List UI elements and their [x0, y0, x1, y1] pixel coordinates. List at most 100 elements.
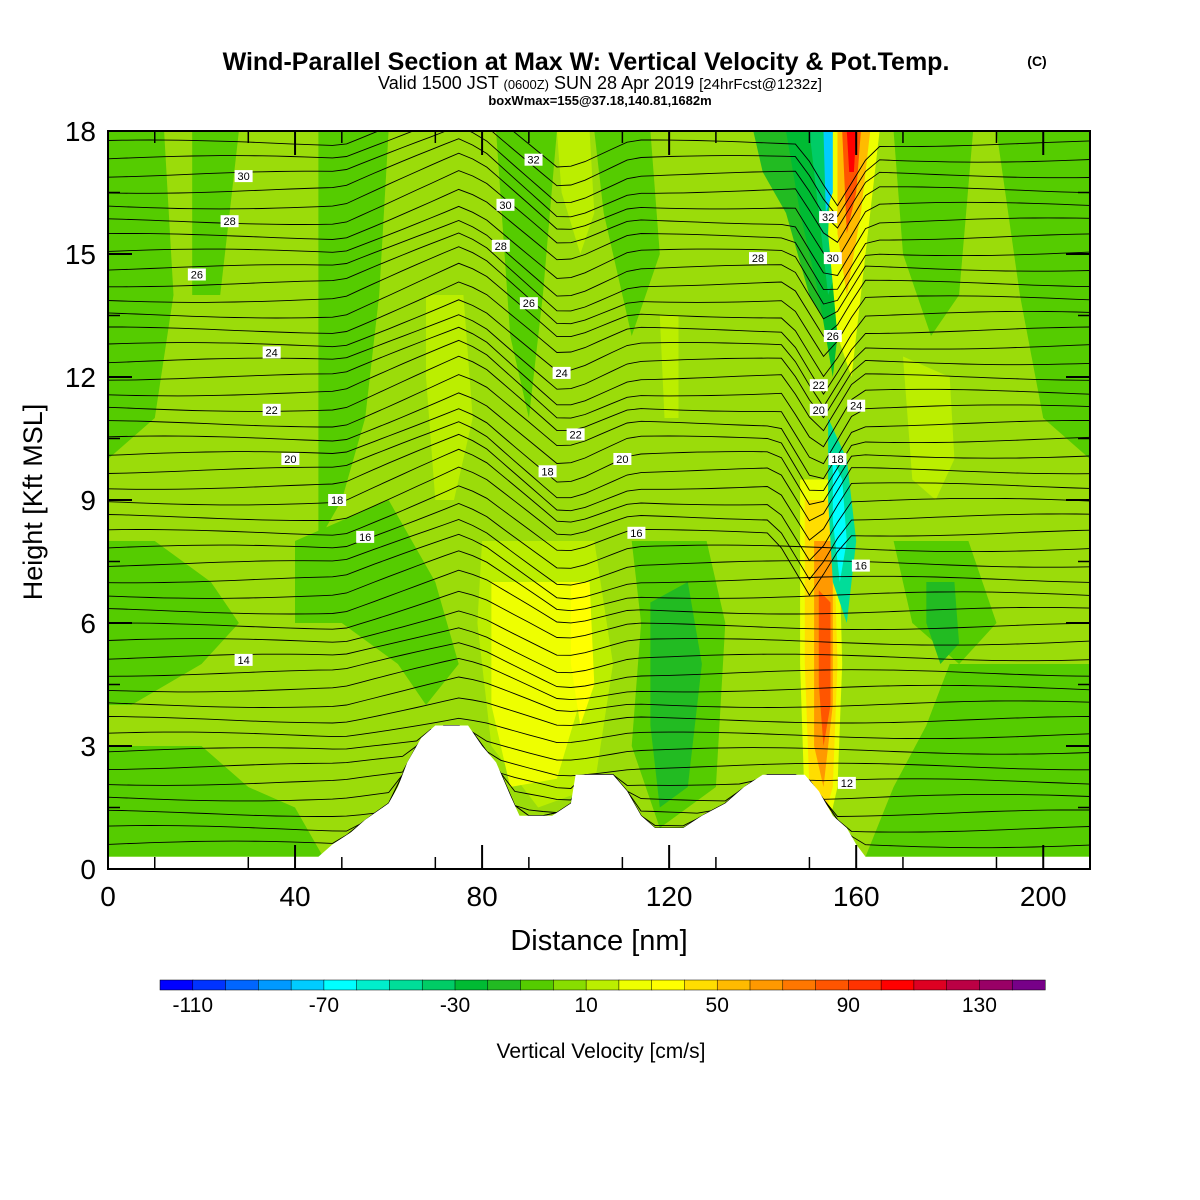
theta-label: 30	[496, 198, 515, 212]
theta-label: 28	[491, 239, 510, 253]
velocity-cell	[926, 582, 960, 664]
y-tick-label: 12	[65, 362, 96, 393]
colorbar-tick-label: 50	[706, 994, 729, 1017]
theta-contour	[108, 188, 1090, 291]
svg-text:24: 24	[266, 347, 278, 359]
theta-contour	[108, 138, 1090, 243]
colorbar	[159, 979, 1046, 991]
chart-subtitle: Valid 1500 JST (0600Z) SUN 28 Apr 2019 […	[378, 73, 822, 93]
theta-contour	[108, 421, 1090, 522]
velocity-cell	[832, 459, 847, 582]
colorbar-swatch	[192, 979, 227, 991]
theta-contour	[108, 392, 1090, 492]
colorbar-tick-label: -30	[440, 994, 470, 1017]
svg-text:24: 24	[555, 368, 567, 380]
velocity-cell	[846, 131, 857, 172]
colorbar-swatch	[684, 979, 718, 991]
svg-text:28: 28	[495, 241, 507, 253]
theta-label: 24	[552, 366, 571, 380]
svg-text:32: 32	[527, 155, 539, 167]
theta-label: 14	[234, 653, 253, 667]
colorbar-swatch	[979, 979, 1013, 991]
colorbar-swatch	[946, 979, 980, 991]
theta-label: 30	[823, 252, 842, 265]
theta-label: 20	[281, 453, 300, 466]
theta-label: 24	[847, 399, 866, 413]
svg-text:16: 16	[359, 532, 371, 544]
theta-label: 22	[566, 428, 585, 441]
colorbar-swatch	[585, 979, 620, 991]
svg-text:22: 22	[569, 429, 581, 441]
theta-contour	[108, 676, 1090, 712]
colorbar-tick-labels: -110 -70 -30 10 50 90 130	[173, 994, 997, 1017]
svg-text:26: 26	[827, 331, 839, 343]
theta-contour	[108, 627, 1090, 674]
theta-contour	[108, 339, 1090, 448]
x-tick-labels: 0 40 80 120 160 200	[100, 881, 1066, 912]
colorbar-swatch	[389, 979, 423, 991]
colorbar-swatch	[716, 979, 751, 991]
chart-title: Wind-Parallel Section at Max W: Vertical…	[223, 48, 950, 76]
svg-text:24: 24	[850, 401, 862, 413]
theta-contour	[108, 697, 1090, 726]
theta-contour	[108, 466, 1090, 581]
forecast-info: [24hrFcst@1232z]	[699, 76, 822, 93]
theta-contour	[108, 433, 1090, 541]
svg-text:20: 20	[813, 405, 825, 417]
theta-label: 30	[234, 170, 253, 183]
svg-text:28: 28	[223, 216, 235, 228]
theta-label: 22	[809, 379, 828, 392]
theta-label: 16	[356, 530, 375, 544]
theta-label: 18	[828, 453, 847, 466]
colorbar-tick-label: 130	[962, 994, 997, 1017]
svg-text:16: 16	[630, 528, 642, 540]
svg-text:32: 32	[822, 212, 834, 224]
theta-contour	[108, 326, 1090, 432]
svg-text:22: 22	[266, 405, 278, 417]
svg-text:18: 18	[541, 466, 553, 478]
terrain-profile	[108, 725, 1090, 869]
colorbar-swatch	[258, 979, 292, 991]
colorbar-swatch	[553, 979, 587, 991]
theta-contour	[108, 503, 1090, 569]
velocity-cell	[108, 746, 324, 857]
velocity-cell	[823, 131, 833, 213]
svg-text:12: 12	[841, 778, 853, 790]
theta-contour	[108, 448, 1090, 562]
svg-text:30: 30	[237, 171, 249, 183]
x-tick-label: 0	[100, 881, 116, 912]
theta-label: 18	[328, 494, 347, 507]
colorbar-tick-label: 90	[837, 994, 860, 1017]
x-axis-label: Distance [nm]	[510, 925, 687, 957]
x-tick-label: 160	[833, 881, 880, 912]
colorbar-swatch	[651, 979, 685, 991]
theta-label: 32	[819, 211, 838, 224]
colorbar-swatch	[225, 979, 259, 991]
x-tick-label: 80	[467, 881, 498, 912]
theta-label: 32	[524, 153, 543, 167]
svg-text:18: 18	[331, 495, 343, 507]
colorbar-swatch	[520, 979, 554, 991]
theta-contour	[108, 220, 1090, 320]
velocity-cell	[893, 131, 974, 336]
x-tick-label: 120	[646, 881, 693, 912]
velocity-cell	[295, 500, 459, 705]
valid-prefix: Valid 1500 JST	[378, 73, 499, 93]
theta-label: 16	[627, 526, 646, 540]
velocity-cell	[594, 131, 660, 336]
svg-text:16: 16	[855, 561, 867, 573]
theta-contour	[108, 550, 1090, 612]
velocity-cell	[491, 582, 585, 787]
theta-label: 24	[262, 346, 281, 359]
colorbar-swatch	[421, 979, 456, 991]
colorbar-swatch	[1011, 979, 1046, 991]
y-tick-labels: 0 3 6 9 12 15 18	[65, 116, 96, 885]
theta-contour	[108, 590, 1090, 639]
colorbar-swatch	[749, 979, 784, 991]
theta-contour	[108, 657, 1090, 701]
theta-label: 20	[613, 453, 632, 466]
velocity-cell	[318, 131, 389, 541]
theta-contour	[108, 152, 1090, 260]
velocity-field	[108, 131, 1090, 857]
